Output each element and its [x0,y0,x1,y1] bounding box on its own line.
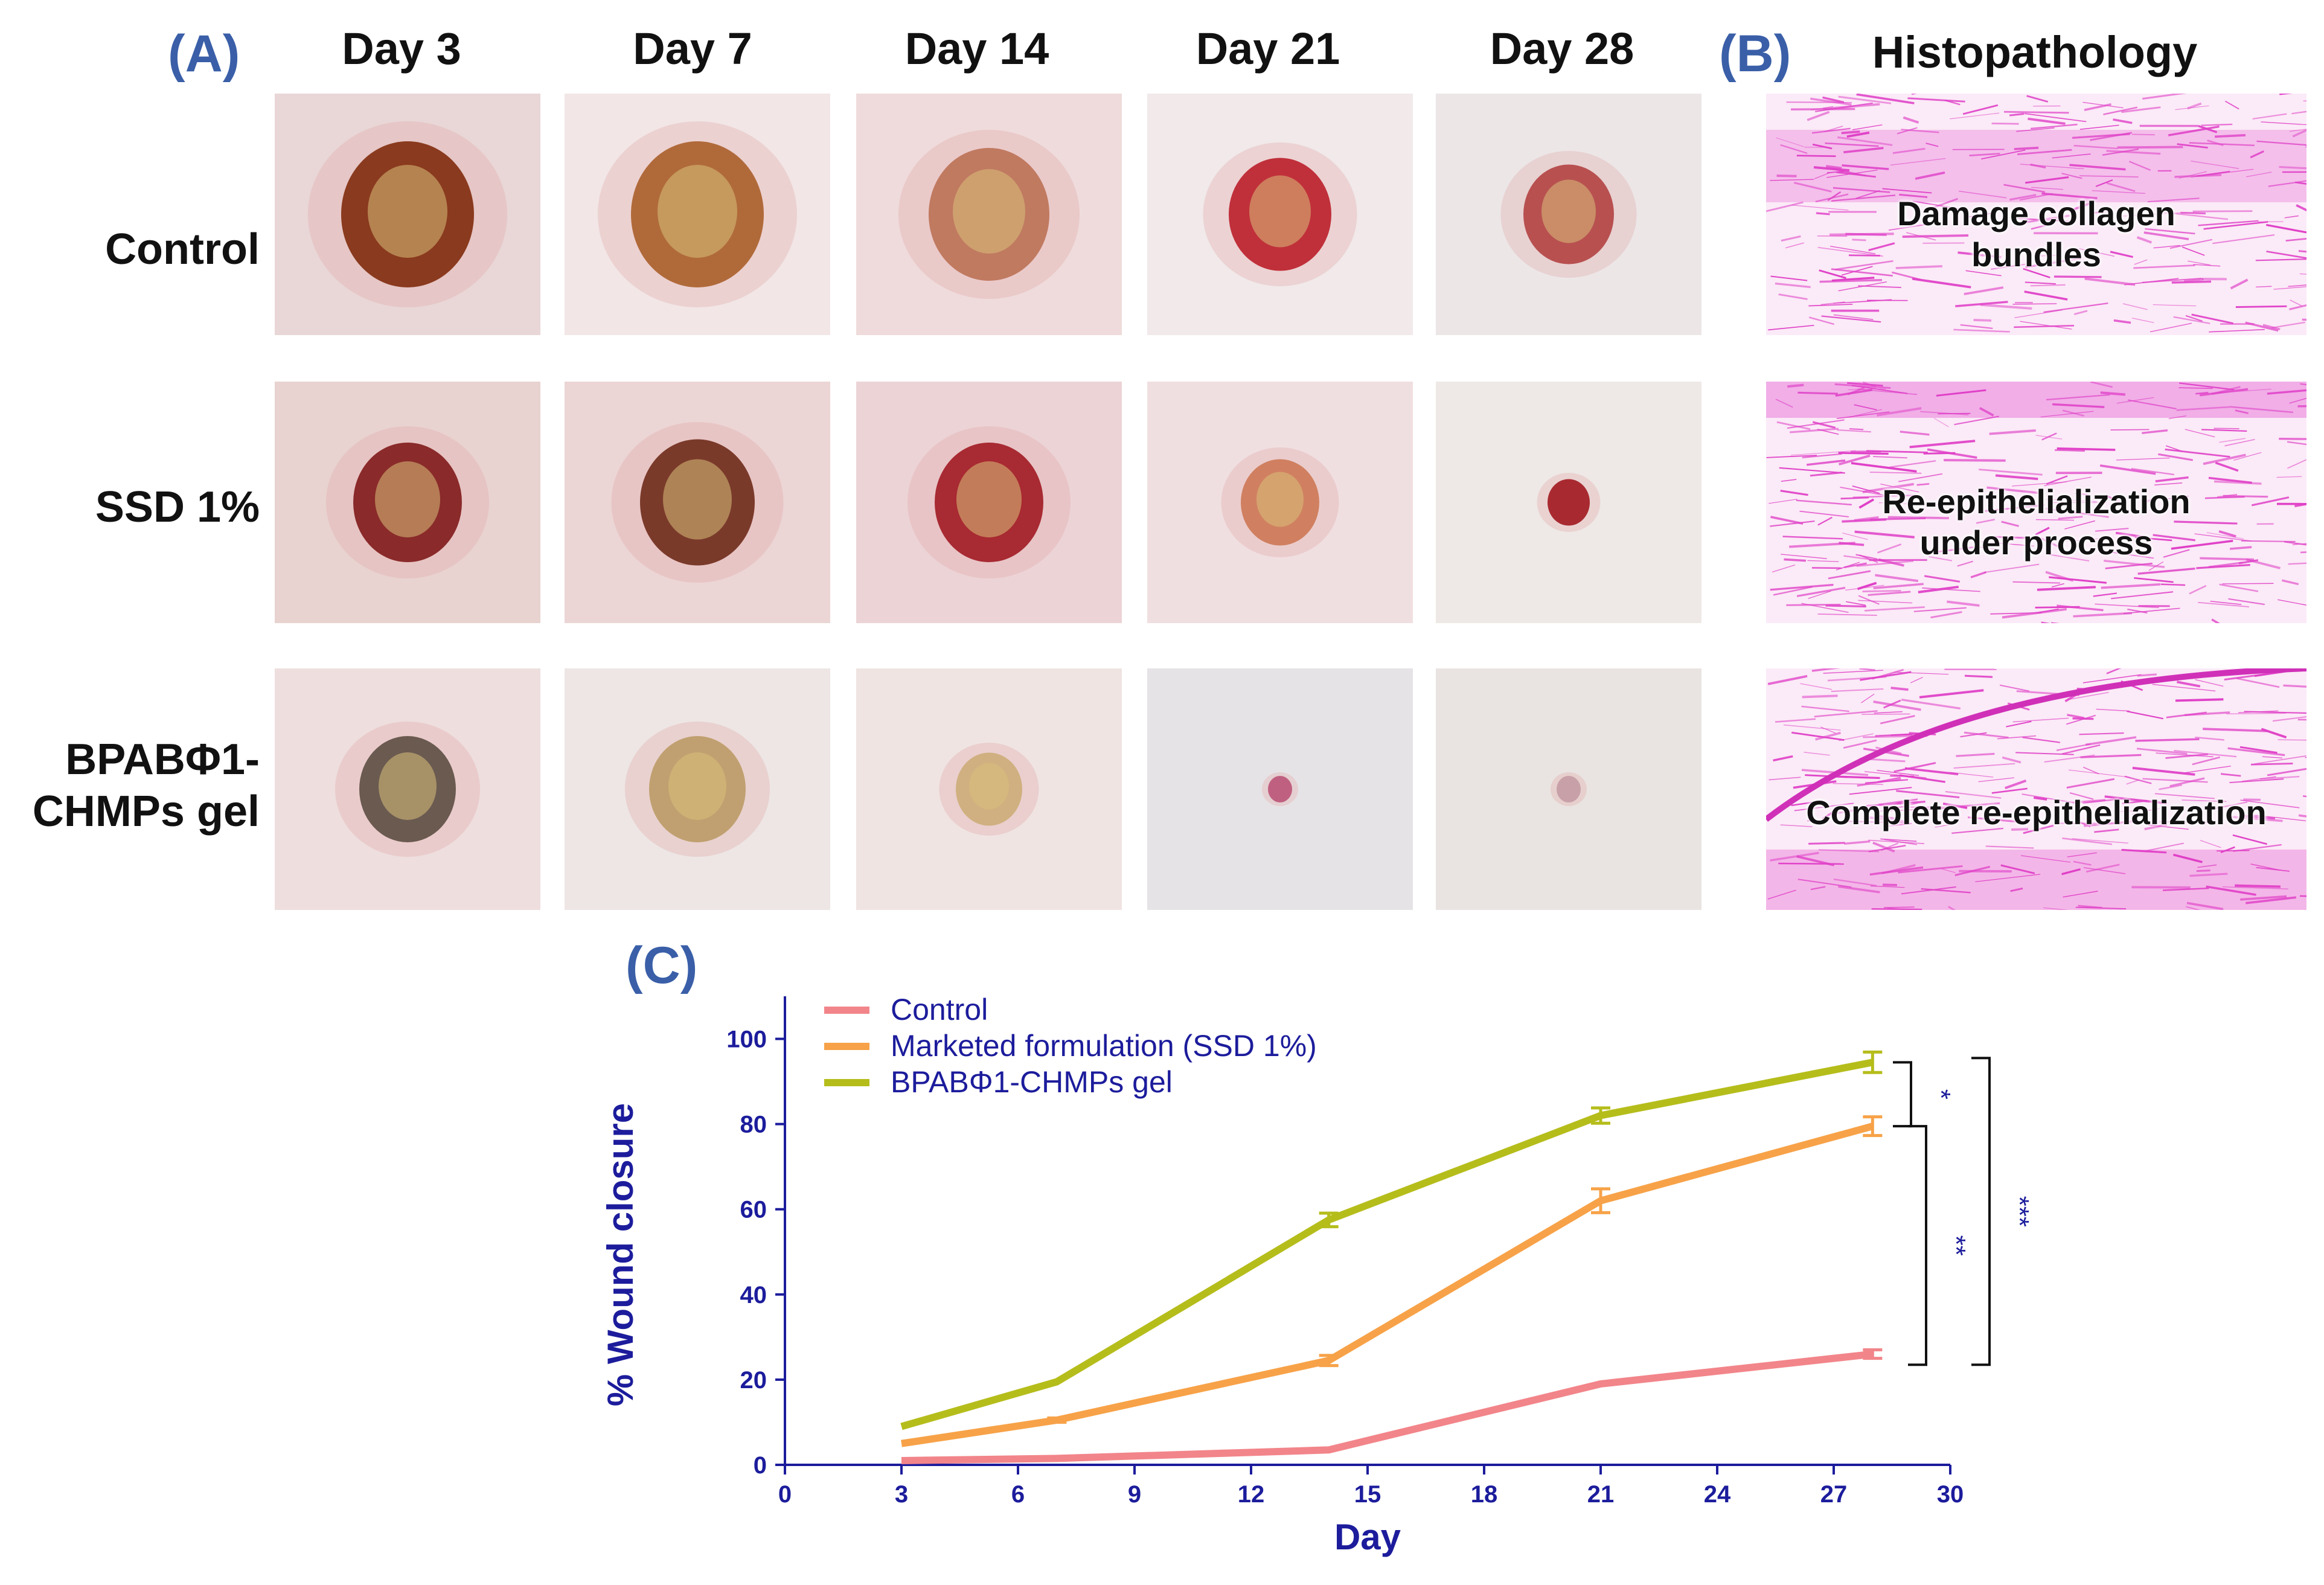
wound-photo-r3-c5 [1436,668,1701,910]
wound-photo-image [1147,382,1413,623]
significance-bracket: * [1893,1062,1956,1126]
significance-label: * [1926,1089,1956,1100]
row-label-ssd: SSD 1% [0,481,260,533]
series-0: Control [824,993,1882,1461]
histo-control: Damage collagen bundles [1766,94,2306,335]
wound-photo-image [275,382,540,623]
x-tick-label: 24 [1704,1481,1731,1508]
column-header-day-3: Day 3 [269,23,534,74]
y-tick-label: 40 [740,1282,767,1308]
histo-ssd: Re-epithelialization under process [1766,382,2306,623]
panel-letter-b: (B) [1719,24,1791,84]
wound-photo-r1-c1 [275,94,540,335]
x-tick-label: 3 [895,1481,908,1508]
x-tick-label: 6 [1011,1481,1025,1508]
significance-label: *** [2005,1196,2034,1227]
legend-label: Marketed formulation (SSD 1%) [891,1029,1317,1063]
significance-bracket: *** [1971,1058,2034,1365]
histo-label-control: Damage collagen bundles [1766,193,2306,275]
significance-label: ** [1941,1235,1971,1256]
wound-photo-r3-c2 [565,668,830,910]
wound-photo-image [1147,94,1413,335]
x-tick-label: 30 [1937,1481,1964,1508]
wound-photo-image [1147,668,1413,910]
wound-photo-image [275,668,540,910]
x-tick-label: 9 [1128,1481,1141,1508]
x-tick-label: 15 [1354,1481,1381,1508]
y-axis-label: % Wound closure [600,1103,641,1406]
wound-photo-image [856,94,1122,335]
x-tick-label: 27 [1820,1481,1848,1508]
wound-photo-r1-c4 [1147,94,1413,335]
row-label-bpab: BPABΦ1- CHMPs gel [0,734,260,837]
wound-photo-r3-c3 [856,668,1122,910]
column-header-day-21: Day 21 [1135,23,1401,74]
panel-letter-a: (A) [168,24,240,84]
histopathology-title: Histopathology [1836,27,2234,78]
wound-photo-image [856,382,1122,623]
wound-photo-image [275,94,540,335]
column-header-day-7: Day 7 [560,23,825,74]
x-tick-label: 12 [1238,1481,1265,1508]
series-line [901,1354,1872,1461]
wound-photo-image [1436,94,1701,335]
x-tick-label: 0 [778,1481,792,1508]
significance-bracket: ** [1908,1126,1971,1365]
histo-bpab-image [1766,668,2306,910]
x-axis-label: Day [1334,1517,1401,1557]
wound-photo-image [856,668,1122,910]
y-tick-label: 0 [754,1452,767,1479]
y-tick-label: 20 [740,1367,767,1394]
column-header-day-28: Day 28 [1429,23,1695,74]
column-header-day-14: Day 14 [844,23,1110,74]
histo-label-ssd: Re-epithelialization under process [1766,481,2306,563]
wound-closure-chart: 0 3 6 9 12 15 18 21 24 27 30 0 20 40 60 80 100 Day % Wound… [580,942,2053,1582]
x-tick-label: 21 [1587,1481,1615,1508]
wound-photo-image [1436,382,1701,623]
x-tick-label: 18 [1471,1481,1498,1508]
legend-label: BPABΦ1-CHMPs gel [891,1065,1173,1099]
wound-photo-r2-c4 [1147,382,1413,623]
wound-photo-r1-c3 [856,94,1122,335]
histo-label-bpab: Complete re-epithelialization [1766,792,2306,833]
wound-photo-image [565,668,830,910]
wound-closure-chart-svg: 0 3 6 9 12 15 18 21 24 27 30 0 20 40 60 80 100 Day % Wound… [580,942,2053,1582]
legend-label: Control [891,993,988,1026]
wound-photo-r2-c2 [565,382,830,623]
wound-photo-r1-c2 [565,94,830,335]
wound-photo-r2-c5 [1436,382,1701,623]
wound-photo-image [1436,668,1701,910]
wound-photo-r3-c4 [1147,668,1413,910]
y-tick-label: 100 [726,1026,767,1053]
row-label-control: Control [0,223,260,275]
y-tick-label: 80 [740,1112,767,1138]
wound-photo-image [565,94,830,335]
wound-photo-r2-c3 [856,382,1122,623]
wound-photo-r3-c1 [275,668,540,910]
histo-bpab: Complete re-epithelialization [1766,668,2306,910]
wound-photo-r1-c5 [1436,94,1701,335]
wound-photo-image [565,382,830,623]
y-tick-label: 60 [740,1197,767,1223]
series-line [901,1126,1872,1444]
wound-photo-r2-c1 [275,382,540,623]
